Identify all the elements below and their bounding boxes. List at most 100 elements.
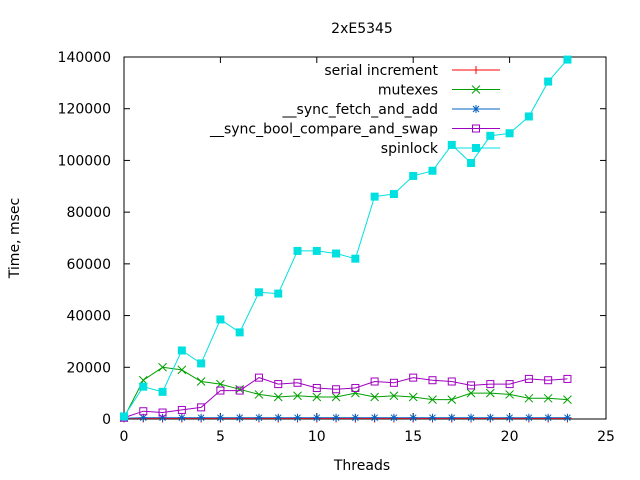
legend-item: spinlock xyxy=(381,141,500,157)
y-tick-label: 80000 xyxy=(66,205,111,221)
data-point xyxy=(254,373,263,382)
y-tick-label: 20000 xyxy=(66,360,111,376)
data-point xyxy=(254,288,263,297)
data-point xyxy=(216,413,225,422)
y-tick-label: 60000 xyxy=(66,257,111,273)
data-point xyxy=(235,413,244,422)
y-tick-label: 120000 xyxy=(58,102,111,118)
data-point xyxy=(370,392,379,402)
axis-ticks: 0 5 10 15 20 25 0 20000 40000 60000 80000 100000 120… xyxy=(58,50,615,445)
data-point xyxy=(409,413,418,422)
data-point xyxy=(447,377,456,386)
data-point xyxy=(197,413,206,422)
data-point xyxy=(486,131,495,140)
series-line xyxy=(123,366,568,418)
legend-label: serial increment xyxy=(324,63,438,79)
data-point xyxy=(351,413,360,422)
series-line xyxy=(123,377,568,419)
data-point xyxy=(312,413,321,422)
legend-marker xyxy=(472,66,480,74)
data-point xyxy=(505,413,514,422)
data-point xyxy=(467,159,476,168)
data-point xyxy=(563,55,572,64)
legend-label: __sync_bool_compare_and_swap xyxy=(209,122,438,138)
chart-title: 2xE5345 xyxy=(331,21,393,37)
legend-label: spinlock xyxy=(381,141,439,157)
legend-item: __sync_bool_compare_and_swap xyxy=(209,122,500,138)
data-point xyxy=(485,388,495,398)
data-point xyxy=(273,392,283,402)
x-tick-label: 15 xyxy=(404,429,422,445)
series-1 xyxy=(119,362,572,423)
data-point xyxy=(177,413,186,422)
data-point xyxy=(486,380,495,389)
data-point xyxy=(332,413,341,422)
data-point xyxy=(312,383,321,392)
y-tick-label: 100000 xyxy=(58,153,111,169)
data-point xyxy=(274,289,283,298)
data-point xyxy=(409,171,418,180)
data-point xyxy=(197,359,206,368)
data-point xyxy=(332,249,341,258)
data-point xyxy=(293,246,302,255)
data-point xyxy=(505,390,514,399)
data-point xyxy=(544,376,553,385)
series-0 xyxy=(120,414,572,423)
data-point xyxy=(370,377,379,386)
data-point xyxy=(524,374,533,383)
data-point xyxy=(563,413,572,422)
data-point xyxy=(120,412,128,421)
data-point xyxy=(158,408,167,417)
legend-item: serial increment xyxy=(324,63,500,79)
data-point xyxy=(505,380,514,389)
data-point xyxy=(486,413,495,422)
data-point xyxy=(389,391,399,401)
legend: serial increment mutexes __sync_fetch_and_… xyxy=(209,63,500,157)
data-point xyxy=(447,140,456,149)
series-3 xyxy=(120,373,572,422)
x-axis-label: Threads xyxy=(333,458,390,474)
y-tick-label: 40000 xyxy=(66,309,111,325)
data-point xyxy=(524,393,534,403)
data-point xyxy=(370,413,379,422)
data-point xyxy=(235,328,244,337)
data-point xyxy=(467,381,476,390)
data-point xyxy=(254,413,263,422)
data-point xyxy=(544,77,553,86)
data-point xyxy=(351,388,360,398)
data-point xyxy=(312,392,322,402)
legend-label: mutexes xyxy=(378,83,438,99)
data-point xyxy=(139,413,148,422)
data-point xyxy=(466,388,476,398)
x-tick-label: 5 xyxy=(216,429,225,445)
data-point xyxy=(177,405,186,414)
data-point xyxy=(158,413,167,422)
data-point xyxy=(351,254,360,263)
data-point xyxy=(312,246,321,255)
data-point xyxy=(216,315,225,324)
series-line xyxy=(123,417,568,419)
data-point xyxy=(389,413,398,422)
x-tick-label: 20 xyxy=(501,429,519,445)
legend-label: __sync_fetch_and_add xyxy=(282,102,438,118)
data-point xyxy=(505,129,514,138)
data-point xyxy=(351,383,360,392)
data-point xyxy=(274,380,283,389)
legend-marker xyxy=(472,105,480,113)
data-point xyxy=(293,413,302,422)
data-point xyxy=(331,392,341,402)
data-point xyxy=(408,392,418,402)
data-point xyxy=(370,192,379,201)
data-point xyxy=(332,385,341,394)
data-point xyxy=(274,413,283,422)
data-point xyxy=(293,391,302,401)
data-point xyxy=(293,378,302,387)
x-tick-label: 25 xyxy=(597,429,615,445)
series-2 xyxy=(120,413,572,423)
data-point xyxy=(563,374,572,383)
y-tick-label: 140000 xyxy=(58,50,111,66)
legend-marker xyxy=(471,85,481,94)
data-point xyxy=(177,346,186,355)
data-point xyxy=(196,377,206,386)
